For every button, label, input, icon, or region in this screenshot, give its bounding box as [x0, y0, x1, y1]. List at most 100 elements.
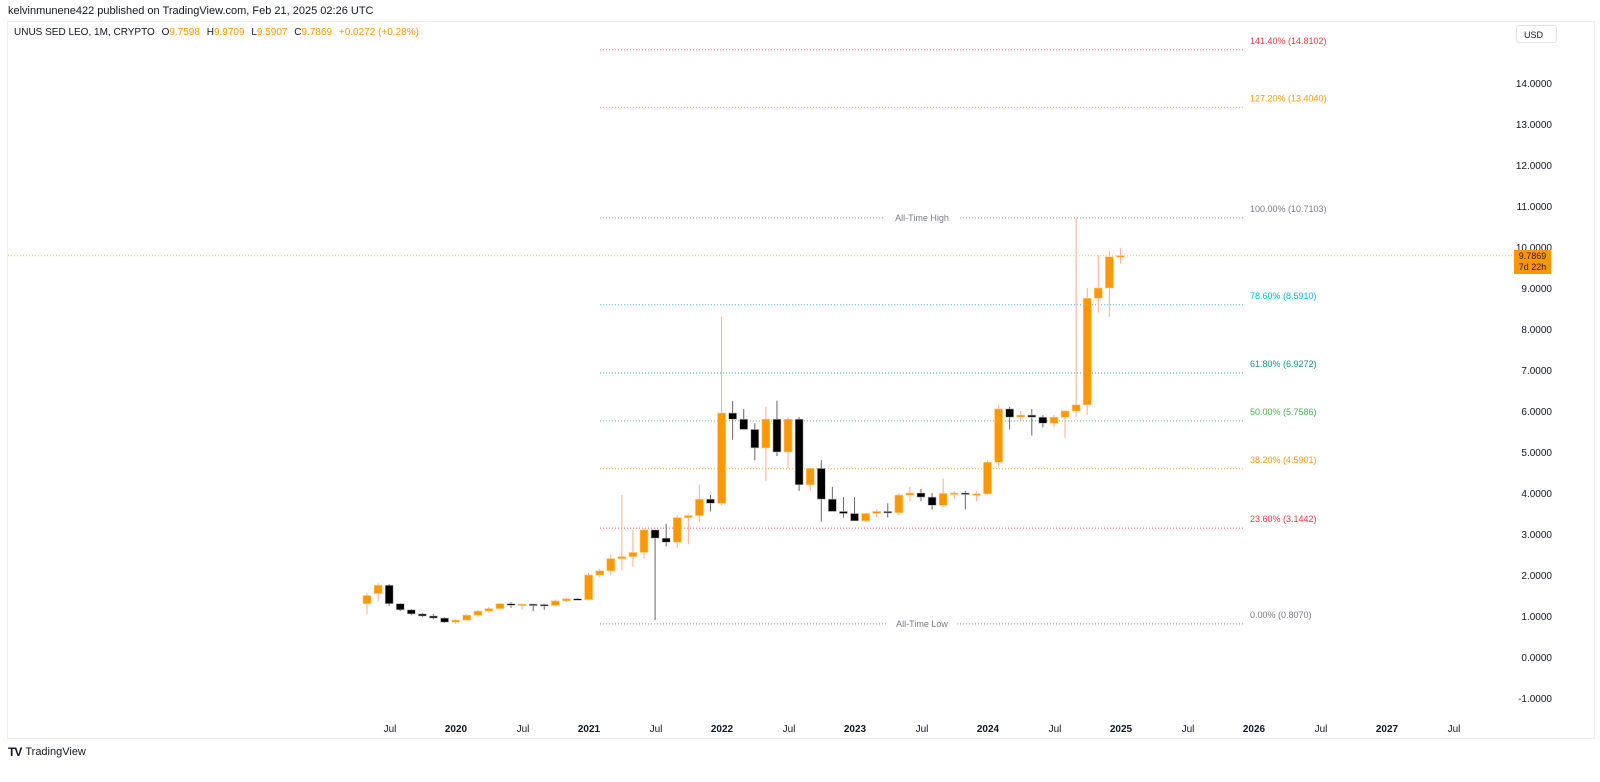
candle-down: [661, 537, 671, 543]
last-price-tag: 9.7869 7d 22h: [1514, 250, 1551, 274]
candle-up: [805, 468, 815, 486]
candle-up: [1116, 255, 1125, 258]
candle-down: [750, 429, 760, 449]
candle-down: [1027, 414, 1037, 418]
candle-down: [828, 498, 837, 512]
candle-down: [418, 613, 427, 617]
y-axis-tick: 10.0000: [1516, 243, 1553, 254]
high-label: H: [206, 27, 214, 38]
candle-up: [628, 552, 638, 557]
annotation-bg: [886, 617, 958, 630]
fib-level-label: 78.60% (8.5910): [1250, 291, 1317, 301]
currency-button[interactable]: USD: [1516, 25, 1557, 43]
annotation-bg: [884, 211, 960, 224]
candle-down: [384, 584, 394, 605]
tradingview-brand[interactable]: TV TradingView: [8, 745, 86, 759]
candle-up: [861, 513, 870, 522]
low-label: L: [251, 27, 257, 38]
x-axis-tick: Jul: [1182, 724, 1195, 735]
candle-up: [551, 600, 560, 606]
candle-up: [1105, 256, 1114, 289]
candle-down: [429, 615, 438, 619]
open-value: 9.7598: [169, 27, 200, 38]
candle-up: [639, 529, 649, 553]
candle-down: [528, 603, 538, 606]
y-axis-tick: 7.0000: [1521, 366, 1552, 377]
last-price-value: 9.7869: [1518, 251, 1547, 261]
candle-up: [972, 493, 981, 496]
y-axis-tick: 1.0000: [1521, 612, 1552, 623]
x-axis-tick: Jul: [1315, 724, 1328, 735]
x-axis-tick: Jul: [650, 724, 663, 735]
fib-level-label: 50.00% (5.7586): [1250, 407, 1317, 417]
candle-down: [839, 511, 848, 514]
candle-up: [1071, 404, 1081, 412]
candle-down: [506, 603, 516, 606]
x-axis-tick: 2026: [1243, 724, 1266, 735]
x-axis-tick: Jul: [916, 724, 929, 735]
candle-down: [706, 498, 715, 504]
candle-up: [462, 614, 472, 621]
high-value: 9.9709: [213, 27, 245, 38]
x-axis-tick: 2020: [445, 724, 468, 735]
x-axis-tick: 2023: [844, 724, 867, 735]
candle-up: [517, 603, 527, 606]
symbol-name: UNUS SED LEO, 1M, CRYPTO: [14, 27, 155, 38]
candle-down: [1038, 416, 1048, 424]
y-axis-tick: 13.0000: [1516, 120, 1553, 131]
y-axis-tick: 4.0000: [1521, 489, 1552, 500]
candle-down: [650, 529, 660, 539]
fib-level-label: 0.00% (0.8070): [1250, 610, 1312, 620]
y-axis-tick: 12.0000: [1516, 161, 1553, 172]
candle-up: [606, 558, 616, 572]
candle-up: [1049, 416, 1059, 424]
low-value: 9.5907: [256, 27, 288, 38]
y-axis-tick: 3.0000: [1521, 530, 1552, 541]
candle-down: [961, 492, 970, 495]
change-value: +0.0272 (+0.28%): [338, 27, 419, 38]
y-axis-tick: -1.0000: [1518, 694, 1552, 705]
y-axis-tick: 5.0000: [1521, 448, 1552, 459]
candle-down: [916, 492, 926, 498]
y-axis-tick: 14.0000: [1516, 79, 1553, 90]
candle-down: [395, 603, 405, 611]
candle-up: [451, 619, 460, 623]
y-axis-tick: 8.0000: [1521, 325, 1552, 336]
candle-up: [949, 492, 959, 495]
candle-down: [728, 412, 737, 420]
x-axis-tick: 2024: [977, 724, 1000, 735]
candle-up: [894, 494, 904, 513]
close-label: C: [294, 27, 302, 38]
candle-down: [850, 513, 859, 522]
candle-up: [562, 598, 571, 602]
x-axis-tick: Jul: [1049, 724, 1062, 735]
x-axis-tick: Jul: [1448, 724, 1461, 735]
x-axis-tick: Jul: [384, 724, 397, 735]
candle-up: [1082, 297, 1092, 406]
candle-up: [373, 584, 383, 594]
x-axis-tick: 2025: [1110, 724, 1133, 735]
y-axis-tick: 2.0000: [1521, 571, 1552, 582]
chart-frame: [7, 21, 1595, 739]
candle-up: [484, 608, 494, 612]
y-axis-tick: 11.0000: [1517, 202, 1553, 213]
candle-up: [1060, 410, 1070, 418]
candle-down: [816, 468, 826, 500]
candle-down: [739, 418, 749, 430]
fib-level-label: 38.20% (4.5901): [1250, 455, 1317, 465]
x-axis-tick: 2022: [711, 724, 734, 735]
x-axis-tick: 2027: [1376, 724, 1399, 735]
x-axis-tick: 2021: [578, 724, 601, 735]
candle-up: [872, 511, 881, 514]
fib-level-label: 127.20% (13.4040): [1250, 93, 1327, 103]
candle-down: [927, 496, 937, 506]
candle-up: [994, 408, 1003, 463]
fib-level-label: 23.60% (3.1442): [1250, 514, 1317, 524]
candle-up: [983, 461, 992, 495]
candle-down: [883, 511, 893, 514]
candle-up: [1016, 414, 1026, 418]
x-axis-tick: Jul: [783, 724, 796, 735]
candle-up: [584, 574, 593, 600]
x-axis-tick: Jul: [517, 724, 530, 735]
